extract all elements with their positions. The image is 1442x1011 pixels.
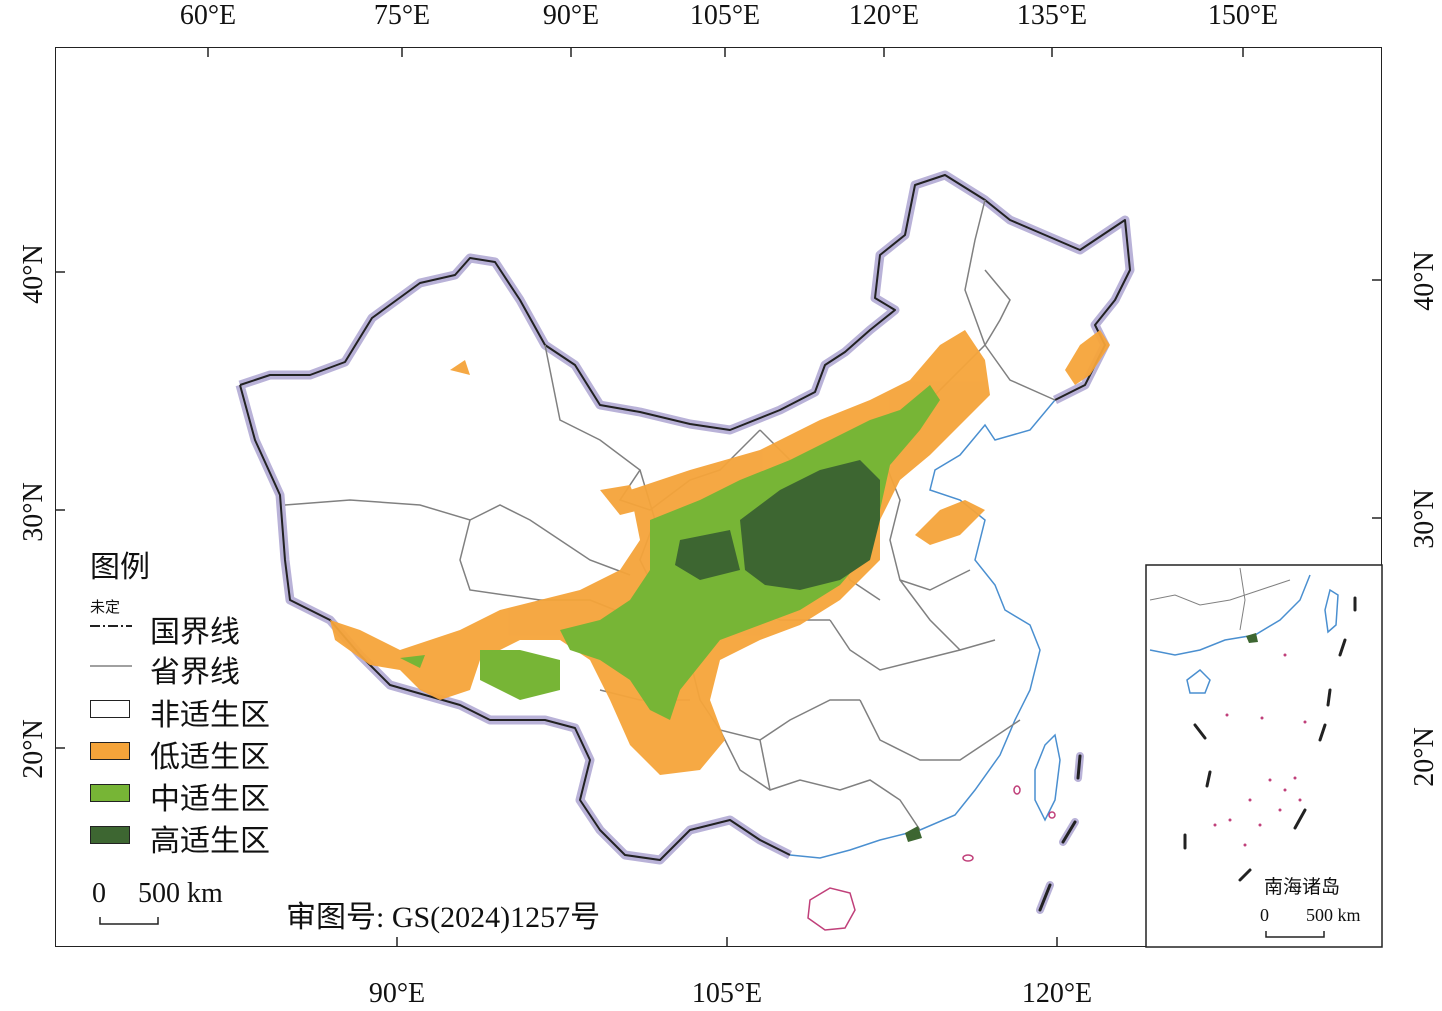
tick-label-bottom: 105°E bbox=[691, 978, 763, 1009]
inset-maritime-line bbox=[1183, 596, 1357, 882]
scale-bar bbox=[99, 917, 159, 925]
inset-high-area bbox=[1246, 633, 1258, 643]
legend-swatch-unsuitable bbox=[90, 700, 130, 718]
national-border-south bbox=[239, 384, 791, 861]
maritime-line bbox=[1038, 754, 1082, 912]
tick-label-bottom: 90°E bbox=[368, 978, 426, 1009]
hainan-island bbox=[807, 887, 856, 931]
legend-label-unsuitable: 非适生区 bbox=[150, 699, 270, 732]
map-frame bbox=[55, 47, 1382, 947]
suitability-high bbox=[675, 460, 922, 842]
inset-province-lines bbox=[1149, 567, 1291, 631]
legend-swatch-low bbox=[90, 742, 130, 760]
inset-title: 南海诸岛 bbox=[1264, 877, 1341, 898]
tick-label-top: 105°E bbox=[689, 0, 761, 31]
small-islands bbox=[962, 785, 1056, 862]
inset-frame bbox=[1145, 564, 1383, 948]
tick-label-top: 90°E bbox=[542, 0, 600, 31]
legend-symbols bbox=[90, 625, 132, 667]
legend-swatch-mid bbox=[90, 784, 130, 802]
inset-taiwan bbox=[1324, 588, 1339, 634]
legend-title: 图例 bbox=[90, 551, 150, 584]
tick-label-top: 135°E bbox=[1016, 0, 1088, 31]
national-border-halo bbox=[238, 170, 1135, 435]
taiwan-island bbox=[1034, 733, 1061, 822]
tick-label-top: 150°E bbox=[1207, 0, 1279, 31]
legend-label-province-line: 省界线 bbox=[150, 656, 240, 689]
scale-distance-label: 500 km bbox=[138, 878, 223, 909]
approval-number: 审图号: GS(2024)1257号 bbox=[286, 901, 601, 934]
inset-scale-bar bbox=[1265, 931, 1325, 938]
legend-label-mid: 中适生区 bbox=[150, 783, 270, 816]
legend-label-low: 低适生区 bbox=[150, 741, 270, 774]
tick-label-top: 75°E bbox=[373, 0, 431, 31]
scale-zero-label: 0 bbox=[92, 878, 106, 909]
national-border bbox=[239, 174, 1131, 431]
legend-label-national-border: 国界线 bbox=[150, 616, 240, 649]
tick-label-bottom: 120°E bbox=[1021, 978, 1093, 1009]
inset-scale-zero: 0 bbox=[1260, 905, 1269, 925]
inset-islands bbox=[1213, 653, 1307, 847]
tick-label-top: 60°E bbox=[179, 0, 237, 31]
legend-swatch-high bbox=[90, 826, 130, 844]
inset-hainan bbox=[1186, 669, 1211, 694]
inset-coastline bbox=[1149, 574, 1311, 656]
tick-label-top: 120°E bbox=[848, 0, 920, 31]
inset-scale-distance: 500 km bbox=[1306, 905, 1361, 925]
legend-label-high: 高适生区 bbox=[150, 825, 270, 858]
legend-undetermined-note: 未定 bbox=[90, 600, 121, 616]
